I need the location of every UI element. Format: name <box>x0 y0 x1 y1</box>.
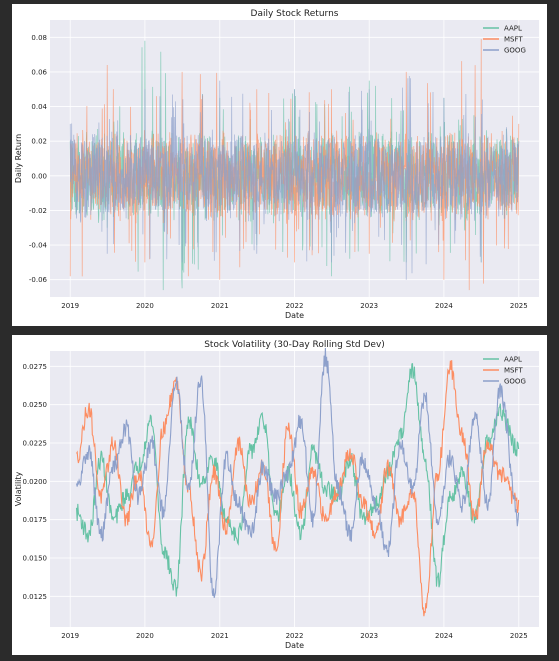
chart-title: Stock Volatility (30-Day Rolling Std Dev… <box>204 340 385 350</box>
y-tick-label: 0.0200 <box>23 478 48 486</box>
volatility-chart: 2019 2020 2021 2022 2023 2024 2025 0.0125 0.0150… <box>12 335 547 655</box>
y-tick-label: 0.08 <box>31 34 47 42</box>
x-tick-label: 2021 <box>211 302 229 310</box>
legend-label: MSFT <box>504 36 523 44</box>
y-tick-label: 0.0225 <box>23 440 48 448</box>
legend-label: AAPL <box>504 25 522 33</box>
x-tick-label: 2024 <box>435 302 453 310</box>
x-tick-label: 2025 <box>510 302 528 310</box>
y-tick-label: -0.06 <box>29 276 48 284</box>
x-tick-label: 2019 <box>61 632 79 640</box>
x-tick-label: 2021 <box>211 632 229 640</box>
y-tick-label: 0.0175 <box>23 516 48 524</box>
x-tick-label: 2019 <box>61 302 79 310</box>
y-tick-label: 0.0125 <box>23 593 48 601</box>
x-tick-label: 2022 <box>286 302 304 310</box>
x-tick-label: 2024 <box>435 632 453 640</box>
y-tick-label: 0.0275 <box>23 363 48 371</box>
y-axis-label: Daily Return <box>14 134 23 183</box>
legend-label: GOOG <box>504 47 526 55</box>
y-tick-label: -0.04 <box>29 242 48 250</box>
x-axis-label: Date <box>285 641 304 650</box>
legend-label: AAPL <box>504 356 522 364</box>
daily-returns-chart: 2019 2020 2021 2022 2023 2024 2025 -0.06 -0.04 -0… <box>12 4 547 326</box>
y-axis-label: Volatility <box>14 471 23 506</box>
volatility-chart-panel: 2019 2020 2021 2022 2023 2024 2025 0.0125 0.0150… <box>12 335 547 655</box>
x-tick-label: 2020 <box>136 632 154 640</box>
x-tick-label: 2025 <box>510 632 528 640</box>
chart-title: Daily Stock Returns <box>251 9 339 19</box>
x-tick-label: 2020 <box>136 302 154 310</box>
legend-label: MSFT <box>504 367 523 375</box>
daily-returns-chart-panel: 2019 2020 2021 2022 2023 2024 2025 -0.06 -0.04 -0… <box>12 4 547 326</box>
y-tick-label: 0.02 <box>31 138 47 146</box>
y-tick-label: 0.06 <box>31 68 47 76</box>
y-tick-label: 0.04 <box>31 103 47 111</box>
x-tick-label: 2023 <box>360 302 378 310</box>
y-tick-label: -0.02 <box>29 207 47 215</box>
x-tick-label: 2023 <box>360 632 378 640</box>
x-tick-label: 2022 <box>286 632 304 640</box>
y-tick-label: 0.00 <box>31 172 47 180</box>
y-tick-label: 0.0150 <box>23 555 48 563</box>
x-axis-label: Date <box>285 311 304 320</box>
legend-label: GOOG <box>504 378 526 386</box>
y-tick-label: 0.0250 <box>23 401 48 409</box>
